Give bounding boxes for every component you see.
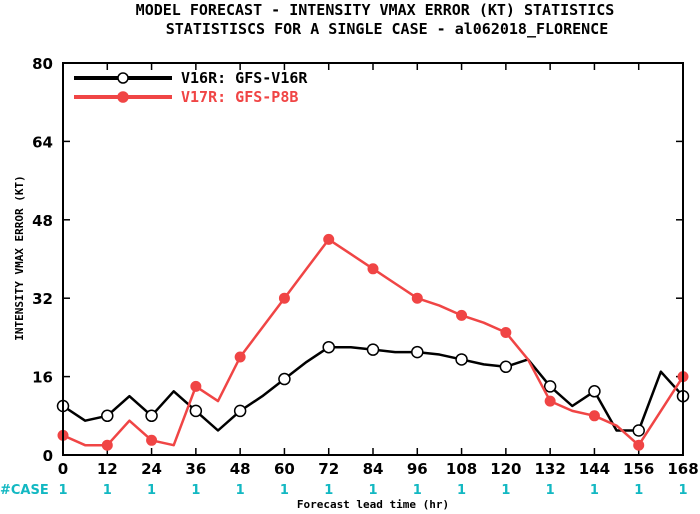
series-2-point [588,410,600,422]
case-count: 1 [324,483,333,498]
case-count: 1 [457,483,466,498]
y-axis-label: INTENSITY VMAX ERROR (KT) [13,175,26,341]
series-1-point [588,385,601,398]
case-count-row: #CASE 1 1 1 1 1 1 1 1 1 1 1 1 1 1 1 [0,483,688,498]
series-2-point [367,263,379,275]
case-count: 1 [147,483,156,498]
series-2-point [278,292,290,304]
series-1-point [145,409,158,423]
x-tick-label: 168 [667,460,698,478]
plot-frame [62,62,684,456]
y-tick-label: 48 [32,212,53,230]
case-count: 1 [103,483,112,498]
series-1-point [189,404,203,418]
series-1-point [632,424,645,437]
chart-title: MODEL FORECAST - INTENSITY VMAX ERROR (K… [136,1,615,19]
series-1-point [233,404,247,418]
case-count: 1 [634,483,643,498]
series-1-point [366,343,380,356]
series-1-point [411,345,424,359]
series-2-point [190,380,202,392]
x-tick-label: 84 [363,460,384,478]
data-series [56,233,690,451]
series-1-point [499,360,513,374]
x-tick-label: 120 [490,460,521,478]
case-count: 1 [191,483,200,498]
x-tick-label: 144 [579,460,610,478]
case-row-label: #CASE [0,483,49,498]
x-tick-label: 48 [230,460,251,478]
x-tick-label: 132 [534,460,565,478]
x-tick-label: 96 [407,460,428,478]
series-2-point [146,434,158,446]
axis-ticks: 0 12 24 36 48 60 72 84 96 108 120 132 144 156 168 0 16 32… [32,55,699,478]
series-2-point [544,395,556,407]
chart-subtitle: STATISTISCS FOR A SINGLE CASE - al062018… [166,20,609,38]
series-2-point [101,439,113,451]
legend-label-2: V17R: GFS-P8B [181,88,298,106]
x-tick-label: 108 [446,460,477,478]
series-2-point [234,351,246,363]
y-tick-label: 64 [32,133,53,151]
series-1-point [455,353,468,366]
x-tick-label: 156 [623,460,654,478]
x-tick-label: 12 [97,460,118,478]
x-axis-label: Forecast lead time (hr) [297,498,449,511]
series-2-point [323,233,335,245]
series-2-point [500,327,512,338]
case-count: 1 [58,483,67,498]
x-tick-label: 0 [58,460,68,478]
x-tick-label: 72 [318,460,339,478]
case-count: 1 [678,483,687,498]
series-1-point [322,340,335,354]
series-2-point [456,309,468,321]
series-1-point [543,380,557,393]
y-tick-label: 16 [32,369,53,387]
case-count: 1 [546,483,555,498]
x-tick-label: 36 [185,460,206,478]
series-2-point [411,292,423,304]
series-1-point [101,409,114,423]
series-2-point [633,439,645,451]
y-tick-label: 32 [32,290,53,308]
case-count: 1 [590,483,599,498]
case-count: 1 [368,483,377,498]
y-tick-label: 80 [32,55,53,73]
case-count: 1 [501,483,510,498]
x-tick-label: 60 [274,460,295,478]
y-tick-label: 0 [43,447,53,465]
case-count: 1 [280,483,289,498]
legend-marker-1 [117,72,129,84]
legend-label-1: V16R: GFS-V16R [181,69,308,87]
series-1-point [278,372,291,386]
legend-marker-2 [117,91,129,103]
x-tick-label: 24 [141,460,162,478]
case-count: 1 [236,483,245,498]
case-count: 1 [413,483,422,498]
